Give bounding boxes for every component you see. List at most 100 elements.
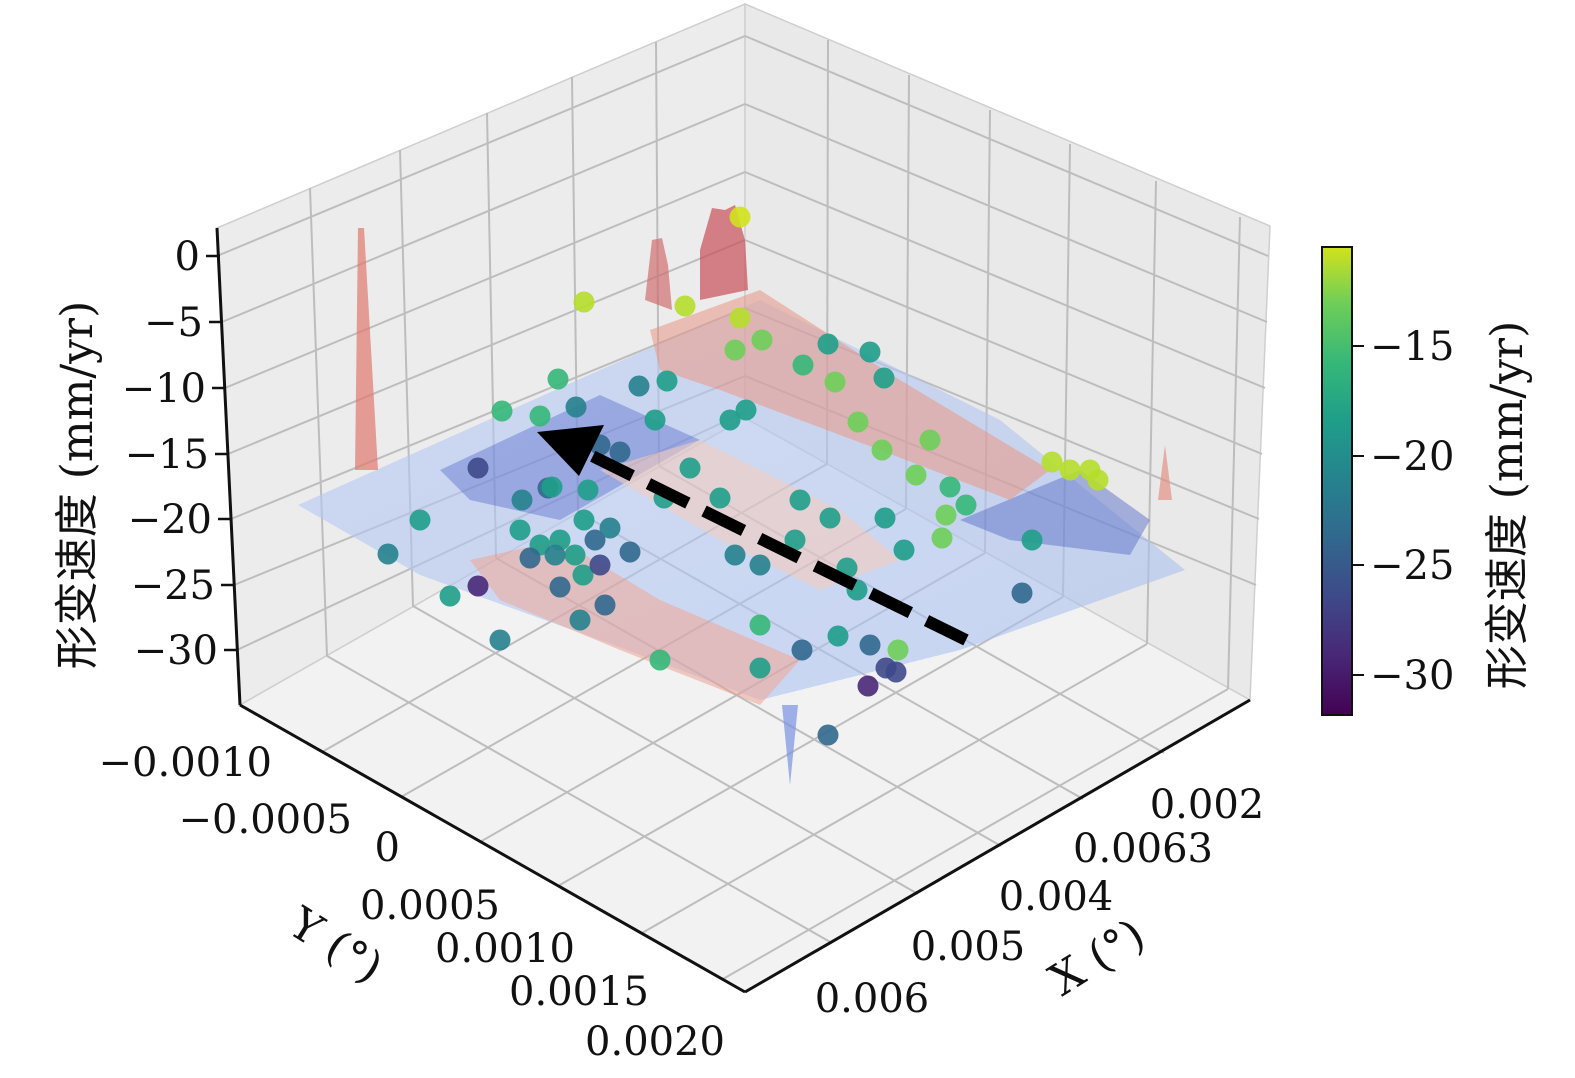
scatter-point [529, 405, 551, 427]
scatter-point [577, 479, 599, 501]
colorbar-gradient [1321, 246, 1353, 716]
scatter-point [735, 399, 757, 421]
scatter-point [859, 634, 881, 656]
scatter-point [509, 519, 531, 541]
surface-spike-right [1158, 445, 1172, 500]
scatter-point [955, 494, 977, 516]
scatter-point [573, 291, 595, 313]
z-tick-label: −10 [122, 366, 206, 412]
surface-dip-bottom [782, 705, 798, 785]
scatter-point [824, 371, 846, 393]
y-tick-label: 0.0015 [509, 969, 649, 1015]
scatter-point [893, 539, 915, 561]
scatter-point [584, 529, 606, 551]
scatter-point [572, 564, 594, 586]
scatter-point [594, 594, 616, 616]
surface-peak-back [700, 205, 748, 300]
x-tick-label: 0.004 [999, 874, 1114, 920]
scatter-point [377, 543, 399, 565]
x-tick-label: 0.0063 [1073, 826, 1213, 872]
z-tick-label: −30 [134, 628, 218, 674]
scatter-point [564, 544, 586, 566]
colorbar-tick-label: −25 [1370, 543, 1454, 589]
y-axis-ticks: −0.0010 −0.0005 0 0.0005 0.0010 0.0015 0… [99, 740, 725, 1065]
scatter-point [729, 307, 751, 329]
x-axis-ticks: 0.002 0.0063 0.004 0.005 0.006 [815, 782, 1265, 1022]
scatter-point [724, 544, 746, 566]
colorbar-tick-label: −30 [1370, 653, 1454, 699]
colorbar-tick-label: −15 [1370, 324, 1454, 370]
scatter-point [939, 476, 961, 498]
scatter-point [674, 295, 696, 317]
scatter-point [619, 541, 641, 563]
scatter-point [519, 547, 541, 569]
scatter-point [749, 554, 771, 576]
arrow-head [537, 425, 604, 476]
scatter-point [857, 675, 879, 697]
axis-lines [215, 227, 1251, 994]
z-tick-label: −15 [125, 432, 209, 478]
scatter-point [1059, 459, 1081, 481]
scatter-point [905, 464, 927, 486]
scatter-points [377, 206, 1109, 746]
scatter-point [729, 206, 751, 228]
scatter-point [565, 396, 587, 418]
scatter-point [467, 457, 489, 479]
scatter-point [885, 661, 907, 683]
scatter-point [679, 457, 701, 479]
z-tick-label: −5 [144, 300, 203, 346]
x-tick-label: 0.002 [1150, 782, 1265, 828]
scatter-point [724, 339, 746, 361]
scatter-point [784, 529, 806, 551]
surface-spike-left [355, 228, 378, 470]
scatter-point [709, 487, 731, 509]
z-tick-label: 0 [175, 234, 200, 280]
scatter-point [628, 375, 650, 397]
scatter-point [1011, 582, 1033, 604]
scatter-point [656, 370, 678, 392]
scatter-point [931, 527, 953, 549]
y-tick-label: 0 [375, 825, 400, 871]
y-tick-label: 0.0005 [360, 883, 500, 929]
y-tick-label: −0.0010 [99, 740, 272, 786]
x-axis-title: X (°) [1041, 909, 1154, 1006]
surface-blue-band-right [960, 470, 1150, 555]
scatter-point [409, 509, 431, 531]
scatter-point [819, 507, 841, 529]
scatter-point [749, 614, 771, 636]
scatter-point [544, 544, 566, 566]
scatter-point [1021, 529, 1043, 551]
scatter-point [859, 341, 881, 363]
scatter-point [827, 625, 849, 647]
x-tick-label: 0.006 [815, 976, 930, 1022]
scatter-point [791, 639, 813, 661]
scatter-point [749, 657, 771, 679]
scatter-point [547, 368, 569, 390]
surface-red-ridge [650, 290, 1050, 500]
scatter-point [919, 429, 941, 451]
surface-peak-mid [645, 238, 672, 310]
z-tick-label: −25 [131, 563, 215, 609]
scatter-point [541, 476, 563, 498]
colorbar: −15 −20 −25 −30 形变速度 (mm/yr) [1321, 246, 1533, 716]
scatter-point [644, 409, 666, 431]
x-tick-label: 0.005 [911, 924, 1026, 970]
scatter-point [817, 724, 839, 746]
scatter-point [439, 585, 461, 607]
scatter-point [569, 609, 591, 631]
surface-pink-mid [600, 440, 900, 590]
scatter-point [847, 411, 869, 433]
x-axis-line [744, 698, 1251, 994]
scatter-point [511, 489, 533, 511]
scatter-point [1087, 469, 1109, 491]
scatter-point [549, 576, 571, 598]
scatter-point [792, 354, 814, 376]
z-axis-title: 形变速度 (mm/yr) [52, 301, 103, 669]
colorbar-tick-label: −20 [1370, 434, 1454, 480]
scatter-point [935, 504, 957, 526]
scatter-point [489, 629, 511, 651]
scatter-point [719, 409, 741, 431]
scatter-point [599, 517, 621, 539]
scatter-point [751, 329, 773, 351]
y-tick-label: 0.0020 [585, 1019, 725, 1065]
